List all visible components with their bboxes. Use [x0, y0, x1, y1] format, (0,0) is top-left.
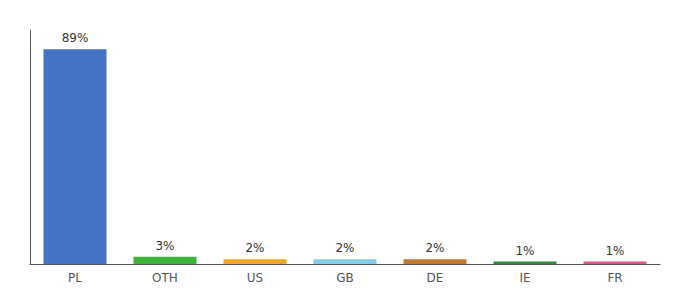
svg-text:OTH: OTH: [152, 271, 178, 285]
svg-text:2%: 2%: [425, 241, 444, 255]
svg-text:2%: 2%: [245, 241, 264, 255]
svg-text:PL: PL: [68, 271, 82, 285]
svg-text:3%: 3%: [155, 239, 174, 253]
svg-text:US: US: [247, 271, 263, 285]
svg-text:FR: FR: [607, 271, 622, 285]
svg-text:89%: 89%: [62, 31, 89, 45]
svg-text:2%: 2%: [335, 241, 354, 255]
svg-text:1%: 1%: [605, 244, 624, 258]
svg-text:GB: GB: [336, 271, 354, 285]
svg-text:IE: IE: [519, 271, 530, 285]
svg-text:DE: DE: [427, 271, 444, 285]
svg-text:1%: 1%: [515, 244, 534, 258]
